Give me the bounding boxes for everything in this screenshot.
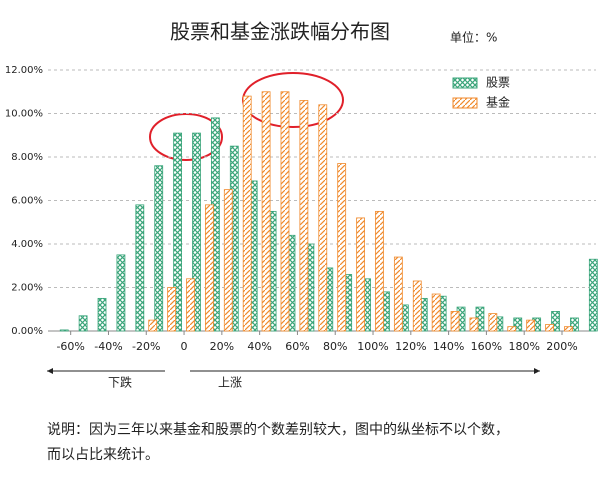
- bar: [318, 104, 328, 332]
- y-tick-label: 0.00%: [11, 326, 43, 337]
- bar: [97, 297, 107, 332]
- bar: [513, 317, 523, 332]
- x-tick-label: -60%: [56, 340, 84, 353]
- legend-label: 股票: [486, 76, 510, 90]
- x-tick-label: -40%: [94, 340, 122, 353]
- x-tick-label: 80%: [323, 340, 347, 353]
- highlight-circle: [242, 72, 344, 128]
- legend-label: 基金: [486, 95, 510, 110]
- annotation: 下跌: [108, 375, 132, 390]
- bar: [570, 317, 579, 332]
- legend-swatch: [452, 77, 478, 89]
- bar: [154, 165, 164, 332]
- x-tick-label: 100%: [357, 340, 388, 353]
- bar: [261, 91, 271, 332]
- bar: [78, 315, 88, 332]
- bar: [393, 256, 403, 332]
- bar: [356, 217, 365, 332]
- bar: [337, 163, 347, 332]
- y-tick-label: 2.00%: [11, 283, 43, 294]
- bar: [450, 311, 460, 332]
- bar: [204, 204, 214, 332]
- bar: [148, 319, 158, 332]
- bar: [280, 91, 290, 332]
- y-tick-label: 4.00%: [11, 239, 43, 250]
- bar: [173, 132, 183, 332]
- y-tick-label: 8.00%: [11, 152, 43, 163]
- x-tick-label: 160%: [471, 340, 502, 353]
- bar: [375, 210, 384, 332]
- bar: [588, 258, 598, 332]
- bar: [223, 189, 233, 332]
- x-tick-label: 20%: [210, 340, 234, 353]
- x-tick-label: 200%: [546, 340, 577, 353]
- x-tick-label: 140%: [433, 340, 464, 353]
- bar: [116, 254, 126, 332]
- note: 说明：因为三年以来基金和股票的个数差别较大，图中的纵坐标不以个数，: [47, 421, 509, 438]
- legend-swatch: [452, 97, 478, 109]
- chart-title: 股票和基金涨跌幅分布图: [170, 20, 390, 44]
- bar: [545, 324, 554, 332]
- bar: [299, 100, 309, 332]
- x-tick-label: 60%: [285, 340, 309, 353]
- bar: [526, 319, 536, 332]
- x-tick-label: 40%: [247, 340, 271, 353]
- x-tick-label: 0: [181, 340, 188, 353]
- bar: [242, 95, 252, 332]
- bar: [59, 329, 69, 332]
- note: 而以占比来统计。: [47, 447, 159, 463]
- arrow-head: [47, 368, 53, 374]
- bar: [192, 132, 201, 332]
- bar: [412, 280, 422, 332]
- y-tick-label: 12.00%: [5, 65, 43, 76]
- y-tick-label: 6.00%: [11, 196, 43, 207]
- y-tick-label: 10.00%: [5, 109, 43, 120]
- arrow-head: [534, 368, 540, 374]
- bar: [431, 293, 441, 332]
- x-tick-label: 120%: [395, 340, 426, 353]
- bar: [167, 287, 177, 332]
- x-tick-label: 180%: [508, 340, 539, 353]
- bar: [564, 326, 573, 332]
- bar: [135, 204, 145, 332]
- x-tick-label: -20%: [132, 340, 160, 353]
- bar: [469, 317, 479, 332]
- unit-label: 单位：%: [450, 30, 497, 45]
- bar: [551, 311, 560, 332]
- bar: [507, 326, 517, 332]
- annotation: 上涨: [218, 375, 242, 390]
- bar: [488, 313, 498, 332]
- bar: [186, 278, 195, 332]
